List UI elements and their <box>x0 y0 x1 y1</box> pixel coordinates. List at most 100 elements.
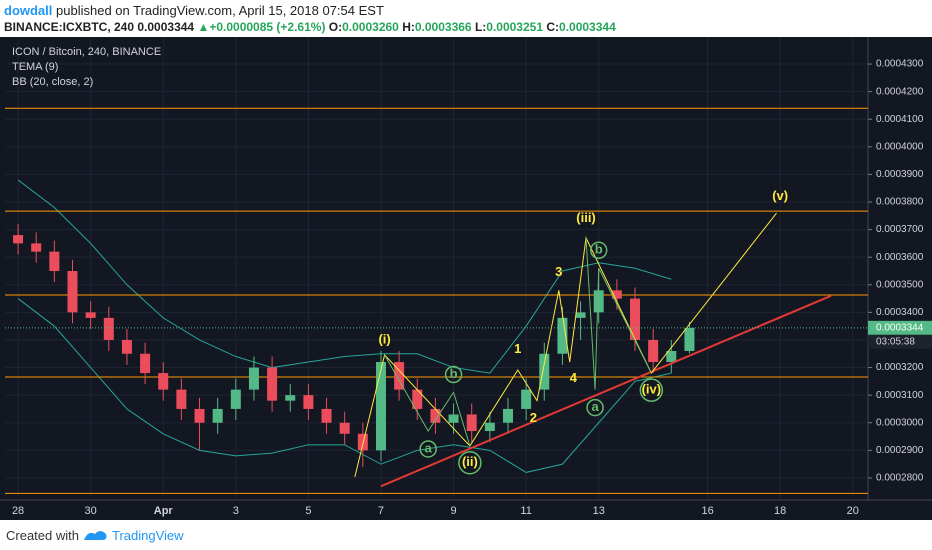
brand[interactable]: TradingView <box>112 528 184 543</box>
candle-body <box>267 367 278 401</box>
candle-body <box>521 389 532 409</box>
candle-body <box>158 373 169 390</box>
header: dowdall published on TradingView.com, Ap… <box>0 0 932 37</box>
drawing-line <box>585 237 652 390</box>
x-tick-label: 3 <box>233 505 239 517</box>
candle-body <box>121 339 132 354</box>
y-tick-label: 0.0004200 <box>876 86 924 97</box>
logo-shape <box>84 531 107 540</box>
candle-body <box>539 353 550 390</box>
price-tag-label: 0.0003344 <box>876 322 924 333</box>
symbol: BINANCE:ICXBTC, 240 <box>4 20 135 34</box>
annotation-circle <box>419 440 437 458</box>
candle-body <box>593 290 604 313</box>
quote-line: BINANCE:ICXBTC, 240 0.0003344 ▲+0.000008… <box>4 20 616 34</box>
x-tick-label: Apr <box>154 505 174 517</box>
o: 0.0003260 <box>342 20 399 34</box>
candle-body <box>212 408 223 423</box>
candle-body <box>375 362 386 451</box>
y-tick-label: 0.0002800 <box>876 473 924 484</box>
annotation: b <box>450 366 458 381</box>
annotation-circle <box>589 241 608 260</box>
y-tick-label: 0.0003500 <box>876 279 924 290</box>
annotation: (iii) <box>576 210 596 225</box>
candle-body <box>575 312 586 318</box>
x-tick-label: 30 <box>85 505 97 517</box>
candle-body <box>85 312 96 318</box>
annotation: (ii) <box>462 454 478 469</box>
candle-body <box>394 362 405 390</box>
l: 0.0003251 <box>486 20 544 34</box>
annotation-circle <box>639 378 664 402</box>
annotation: b <box>595 242 603 257</box>
h-label: H: <box>402 20 415 34</box>
c: 0.0003344 <box>559 20 616 34</box>
candle-body <box>648 339 659 363</box>
y-tick-label: 0.0003000 <box>876 417 924 428</box>
countdown-box <box>868 334 932 349</box>
candle-body <box>484 422 495 432</box>
y-tick-label: 0.0002900 <box>876 445 924 456</box>
last: 0.0003344 <box>137 20 195 34</box>
candle-body <box>684 327 695 352</box>
annotation: 4 <box>570 370 578 385</box>
change: +0.0000085 (+2.61%) <box>209 20 326 34</box>
legend-line: TEMA (9) <box>12 61 58 73</box>
x-tick-label: 9 <box>450 505 456 517</box>
logo <box>84 531 107 540</box>
background <box>0 37 932 520</box>
drawing-line <box>384 354 471 447</box>
candle-body <box>176 389 187 409</box>
y-tick-label: 0.0004100 <box>876 114 924 125</box>
candle-body <box>140 353 151 374</box>
annotation: a <box>591 399 599 414</box>
candle-body <box>502 408 513 423</box>
candle-body <box>230 389 241 409</box>
c-label: C: <box>546 20 560 34</box>
candle-body <box>49 251 60 271</box>
y-tick-label: 0.0003200 <box>876 362 924 373</box>
y-tick-label: 0.0004000 <box>876 141 924 152</box>
annotation: 1 <box>514 341 521 356</box>
candle-body <box>13 235 24 244</box>
o-label: O: <box>328 20 343 34</box>
annotation: (v) <box>772 188 788 203</box>
x-tick-label: 20 <box>847 505 859 517</box>
published: published on TradingView.com, April 15, … <box>56 3 384 18</box>
y-tick-label: 0.0003700 <box>876 224 924 235</box>
user[interactable]: dowdall <box>4 3 53 18</box>
annotation-circle <box>458 451 482 475</box>
candle-body <box>430 408 441 423</box>
drawing-line <box>354 212 777 477</box>
candle-body <box>285 395 296 401</box>
annotation: (iv) <box>642 382 662 397</box>
y-tick-label: 0.0003600 <box>876 252 924 263</box>
candle-body <box>67 270 78 313</box>
l-label: L: <box>474 20 487 34</box>
annotation: 2 <box>530 410 537 425</box>
annotation: a <box>425 440 433 455</box>
y-tick-label: 0.0003900 <box>876 169 924 180</box>
chart: 0.0002800 0.0002900 0.0003000 0.0003100 0.00… <box>0 37 932 520</box>
candle-body <box>321 408 332 423</box>
legend-line: BB (20, close, 2) <box>12 76 93 88</box>
x-tick-label: 7 <box>378 505 384 517</box>
candle-body <box>666 351 677 363</box>
y-tick-label: 0.0003100 <box>876 390 924 401</box>
annotation-circle <box>444 365 463 384</box>
change-arrow: ▲ <box>197 20 210 34</box>
x-tick-label: 13 <box>593 505 605 517</box>
candle-body <box>412 389 423 409</box>
x-tick-label: 18 <box>774 505 786 517</box>
bollinger-upper <box>17 179 672 374</box>
candle-body <box>557 317 568 354</box>
y-tick-label: 0.0004300 <box>876 59 924 70</box>
legend-line: ICON / Bitcoin, 240, BINANCE <box>12 46 161 58</box>
candle-body <box>448 414 459 423</box>
annotation-circle <box>586 398 604 417</box>
candle-body <box>339 422 350 434</box>
created: Created with <box>6 528 79 543</box>
annotation: 3 <box>555 264 562 279</box>
countdown: 03:05:38 <box>876 336 915 347</box>
